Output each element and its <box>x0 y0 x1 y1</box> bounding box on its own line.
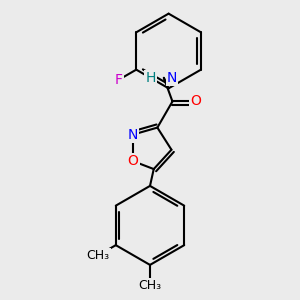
Text: CH₃: CH₃ <box>86 249 110 262</box>
Text: N: N <box>128 128 138 142</box>
Text: F: F <box>115 73 122 87</box>
Text: N: N <box>167 71 177 85</box>
Text: O: O <box>128 154 139 168</box>
Text: CH₃: CH₃ <box>138 279 162 292</box>
Text: O: O <box>190 94 201 109</box>
Text: H: H <box>146 71 156 85</box>
